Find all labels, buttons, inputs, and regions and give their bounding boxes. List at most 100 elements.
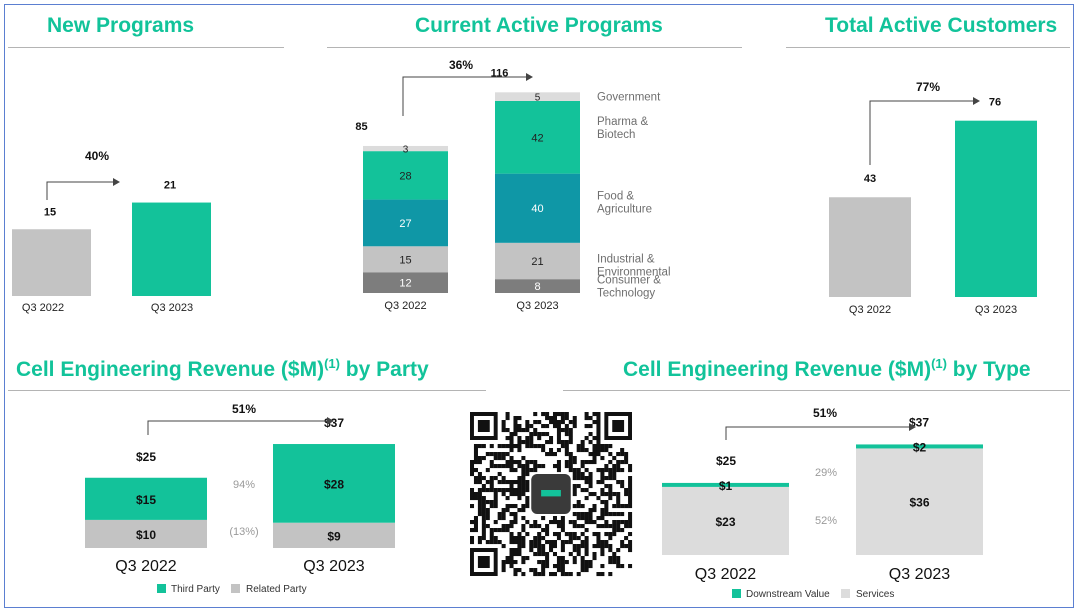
qr-module	[525, 532, 530, 537]
qr-module	[525, 428, 530, 433]
qr-module	[576, 536, 581, 541]
qr-module	[564, 572, 569, 577]
qr-module	[572, 544, 577, 549]
qr-module	[588, 512, 593, 517]
qr-module	[592, 456, 597, 461]
qr-module	[568, 532, 573, 537]
qr-module	[592, 436, 597, 441]
qr-module	[628, 564, 633, 569]
qr-module	[470, 536, 475, 541]
qr-module	[612, 464, 617, 469]
qr-module	[473, 456, 478, 461]
qr-module	[612, 476, 617, 481]
qr-module	[489, 484, 494, 489]
segment-value-label: 3	[403, 145, 409, 156]
qr-module	[505, 480, 510, 485]
qr-module	[628, 484, 633, 489]
qr-module	[596, 516, 601, 521]
qr-module	[592, 420, 597, 425]
qr-module	[608, 460, 613, 465]
qr-module	[505, 412, 510, 417]
legend-label: Services	[856, 589, 894, 600]
qr-module	[556, 524, 561, 529]
qr-module	[596, 540, 601, 545]
qr-module	[584, 516, 589, 521]
qr-module	[584, 552, 589, 557]
qr-module	[517, 552, 522, 557]
qr-module	[505, 524, 510, 529]
legend-label: Industrial &	[597, 253, 655, 265]
qr-module	[552, 564, 558, 569]
qr-module	[588, 508, 593, 513]
qr-module	[485, 488, 490, 493]
qr-module	[470, 520, 475, 525]
qr-module	[556, 428, 561, 433]
qr-module	[517, 480, 522, 485]
qr-module	[588, 476, 593, 481]
qr-module	[521, 480, 526, 485]
title-rule	[786, 47, 1070, 48]
qr-module	[584, 424, 589, 429]
qr-module	[537, 560, 542, 565]
bar-value-label: 76	[989, 97, 1001, 109]
stack-total-label: $25	[716, 454, 736, 468]
qr-module	[477, 512, 482, 517]
revenue-by-party-title: Cell Engineering Revenue ($M)(1) by Part…	[16, 356, 429, 381]
qr-module	[560, 568, 565, 573]
qr-module	[525, 468, 530, 473]
qr-module	[568, 572, 573, 577]
qr-module	[596, 436, 601, 441]
qr-module	[560, 440, 565, 445]
qr-module	[470, 460, 475, 465]
qr-module	[580, 512, 585, 517]
qr-module	[473, 524, 478, 529]
qr-module	[481, 536, 486, 541]
qr-module	[545, 440, 550, 445]
qr-module	[477, 508, 482, 513]
qr-module	[545, 452, 550, 457]
qr-module	[521, 464, 526, 469]
qr-module	[545, 432, 550, 437]
qr-module	[537, 548, 542, 553]
qr-module	[533, 468, 538, 473]
qr-finder	[612, 420, 625, 432]
qr-module	[584, 540, 589, 545]
qr-module	[560, 528, 565, 533]
qr-module	[560, 540, 565, 545]
qr-module	[564, 416, 569, 421]
legend-label: Pharma &	[597, 116, 648, 128]
qr-module	[509, 512, 514, 517]
qr-module	[470, 472, 475, 477]
qr-module	[505, 508, 510, 513]
x-tick-label: Q3 2023	[151, 302, 193, 314]
qr-module	[513, 492, 518, 497]
stack-segment	[495, 242, 580, 280]
qr-module	[497, 452, 502, 457]
total-active-customers-chart: 43 Q3 2022 76 Q3 2023 77%	[829, 80, 1037, 316]
qr-module	[541, 548, 546, 553]
qr-module	[473, 480, 478, 485]
qr-module	[509, 440, 514, 445]
qr-module	[608, 548, 613, 553]
qr-module	[580, 560, 585, 565]
stack-segment	[495, 173, 580, 243]
qr-module	[509, 436, 514, 441]
qr-module	[620, 528, 625, 533]
qr-module	[576, 512, 581, 517]
qr-module	[529, 424, 534, 429]
legend-label: Environmental	[597, 266, 671, 278]
qr-module	[568, 468, 573, 473]
qr-module	[521, 440, 526, 445]
qr-module	[473, 496, 478, 501]
qr-module	[541, 424, 546, 429]
qr-module	[501, 568, 506, 573]
qr-module	[596, 572, 601, 577]
qr-module	[505, 488, 510, 493]
qr-module	[517, 496, 522, 501]
segment-value-label: 15	[399, 254, 411, 266]
qr-module	[513, 416, 518, 421]
qr-module	[580, 476, 585, 481]
x-tick-label: Q3 2022	[115, 558, 176, 575]
qr-module	[517, 416, 522, 421]
